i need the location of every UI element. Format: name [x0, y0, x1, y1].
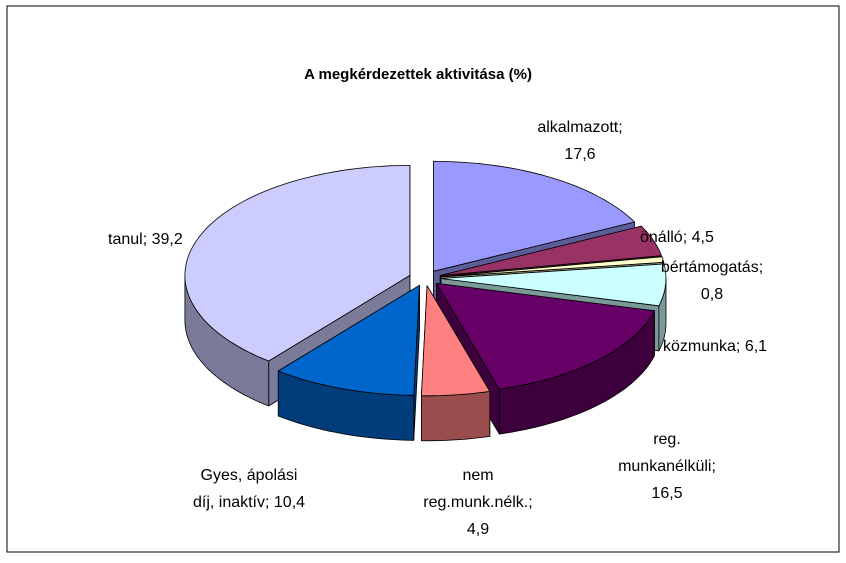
slice-wall	[421, 391, 491, 442]
data-label: alkalmazott;	[537, 119, 622, 136]
slice	[440, 263, 667, 307]
slice	[436, 283, 655, 390]
slice	[421, 285, 491, 397]
data-label: 17,6	[564, 146, 595, 163]
slice	[277, 284, 420, 396]
data-label: bértámogatás;	[661, 259, 763, 276]
slice	[440, 256, 665, 278]
data-label: reg.	[653, 431, 681, 448]
slice	[184, 165, 411, 362]
data-label: nem	[462, 467, 493, 484]
data-label: 16,5	[651, 485, 682, 502]
chart-title: A megkérdezettek aktivitása (%)	[304, 66, 532, 83]
data-label: munkanélküli;	[618, 458, 716, 475]
data-label: 4,9	[467, 521, 489, 538]
data-label: díj, inaktív; 10,4	[193, 494, 305, 511]
slice	[439, 225, 662, 276]
data-label: tanul; 39,2	[108, 231, 183, 248]
chart-border	[6, 5, 840, 553]
data-label: önálló; 4,5	[640, 229, 714, 246]
data-label: Gyes, ápolási	[201, 467, 298, 484]
data-label: reg.munk.nélk.;	[423, 494, 532, 511]
data-label: 0,8	[701, 286, 723, 303]
data-label: közmunka; 6,1	[663, 338, 767, 355]
slice	[433, 160, 635, 272]
